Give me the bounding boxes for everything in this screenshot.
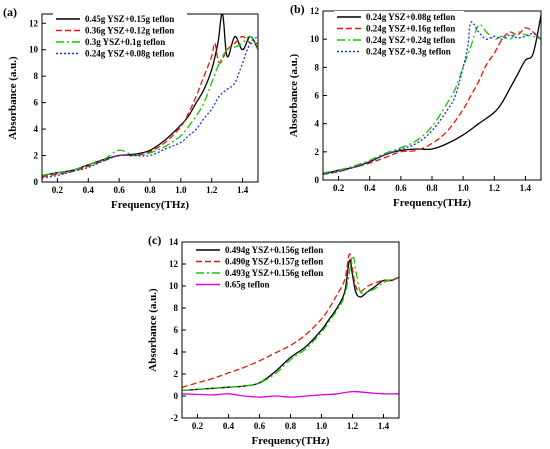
- y-tick-label-2-4: 6: [174, 325, 179, 335]
- y-axis-title-0: Absorbance (a.u.): [7, 56, 19, 140]
- y-tick-label-2-7: 12: [169, 259, 179, 269]
- y-tick-label-1-4: 8: [315, 62, 320, 72]
- series-line-1-3: [323, 21, 541, 176]
- y-tick-label-0-6: 12: [29, 18, 39, 28]
- panel-label-0: (a): [3, 5, 17, 19]
- x-tick-label-0-0: 0.2: [52, 185, 64, 195]
- x-tick-label-2-2: 0.6: [254, 421, 266, 431]
- y-tick-label-1-1: 2: [315, 147, 320, 157]
- y-tick-label-2-0: -2: [171, 413, 179, 423]
- legend-2: 0.494g YSZ+0.156g teflon 0.490g YSZ+0.157…: [193, 244, 336, 295]
- x-axis-title-1: Frequency(THz): [393, 197, 471, 209]
- chart-panel-1: 0.2 0.4 0.6 0.8 1.0 1.2 1.4 0 2 4 6 8 10 12 Frequency(…: [288, 2, 542, 209]
- y-tick-label-2-3: 4: [174, 347, 179, 357]
- chart-panel-0: 0.2 0.4 0.6 0.8 1.0 1.2 1.4 0 2 4 6 8 10 12 Frequency(…: [3, 5, 259, 211]
- x-tick-label-2-0: 0.2: [192, 421, 204, 431]
- legend-1: 0.24g YSZ+0.08g teflon 0.24g YSZ+0.16g te…: [334, 11, 464, 62]
- series-line-0-2: [42, 35, 258, 177]
- y-tick-label-0-2: 4: [34, 124, 39, 134]
- y-tick-label-2-6: 10: [169, 281, 179, 291]
- series-line-0-3: [42, 35, 258, 179]
- y-axis-title-2: Absorbance (a.u.): [147, 288, 159, 372]
- x-tick-label-0-4: 1.0: [175, 185, 187, 195]
- legend-box-2: [193, 244, 336, 295]
- legend-box-1: [334, 11, 464, 62]
- y-tick-label-0-3: 6: [34, 98, 39, 108]
- y-tick-label-1-5: 10: [310, 34, 320, 44]
- legend-0: 0.45g YSZ+0.15g teflon 0.36g YSZ+0.12g te…: [53, 13, 187, 64]
- x-tick-label-1-5: 1.2: [489, 183, 501, 193]
- legend-label-1-2: 0.24g YSZ+0.24g teflon: [366, 35, 455, 45]
- legend-label-0-3: 0.24g YSZ+0.08g teflon: [85, 49, 174, 59]
- x-tick-label-0-2: 0.6: [114, 185, 126, 195]
- x-tick-label-2-4: 1.0: [316, 421, 328, 431]
- x-tick-label-2-5: 1.2: [347, 421, 359, 431]
- y-tick-label-0-5: 10: [29, 45, 39, 55]
- x-tick-label-2-6: 1.4: [378, 421, 390, 431]
- legend-label-2-0: 0.494g YSZ+0.156g teflon: [225, 245, 323, 255]
- legend-label-0-1: 0.36g YSZ+0.12g teflon: [85, 26, 174, 36]
- legend-label-1-3: 0.24g YSZ+0.3g teflon: [366, 47, 451, 57]
- x-tick-label-1-6: 1.4: [520, 183, 532, 193]
- legend-label-0-0: 0.45g YSZ+0.15g teflon: [85, 14, 174, 24]
- series-line-2-1: [182, 253, 399, 388]
- y-tick-label-1-0: 0: [315, 175, 320, 185]
- x-axis-title-2: Frequency(THz): [251, 435, 329, 447]
- x-tick-label-2-1: 0.4: [223, 421, 235, 431]
- y-axis-title-1: Absorbance (a.u.): [288, 53, 300, 137]
- legend-label-0-2: 0.3g YSZ+0.1g teflon: [85, 37, 165, 47]
- y-tick-label-1-2: 4: [315, 119, 320, 129]
- x-tick-label-0-3: 0.8: [144, 185, 156, 195]
- x-tick-label-0-5: 1.2: [206, 185, 218, 195]
- x-axis-title-0: Frequency(THz): [111, 199, 189, 211]
- legend-label-2-2: 0.493g YSZ+0.156g teflon: [225, 268, 323, 278]
- series-line-1-1: [323, 27, 541, 176]
- series-line-2-3: [182, 390, 399, 398]
- x-tick-label-2-3: 0.8: [285, 421, 297, 431]
- y-tick-label-0-0: 0: [34, 177, 39, 187]
- y-tick-label-0-4: 8: [34, 71, 39, 81]
- legend-box-0: [53, 13, 187, 64]
- legend-label-2-1: 0.490g YSZ+0.157g teflon: [225, 257, 323, 267]
- panel-label-2: (c): [148, 233, 161, 247]
- x-tick-label-1-0: 0.2: [333, 183, 345, 193]
- x-tick-label-1-1: 0.4: [364, 183, 376, 193]
- y-tick-label-0-1: 2: [34, 151, 39, 161]
- chart-panel-2: 0.2 0.4 0.6 0.8 1.0 1.2 1.4 -2 0 2 4 6 8 10 12 14 Freque…: [147, 233, 400, 447]
- series-line-0-1: [42, 35, 258, 178]
- y-tick-label-2-2: 2: [174, 369, 179, 379]
- series-line-1-2: [323, 23, 541, 174]
- y-tick-label-2-8: 14: [169, 237, 179, 247]
- panel-label-1: (b): [290, 2, 305, 16]
- series-line-2-2: [182, 256, 399, 392]
- x-tick-label-1-4: 1.0: [458, 183, 470, 193]
- series-line-1-0: [323, 15, 541, 176]
- y-tick-label-2-5: 8: [174, 303, 179, 313]
- x-tick-label-1-2: 0.6: [395, 183, 407, 193]
- x-tick-label-1-3: 0.8: [426, 183, 438, 193]
- x-tick-label-0-1: 0.4: [83, 185, 95, 195]
- x-tick-label-0-6: 1.4: [237, 185, 249, 195]
- y-tick-label-1-6: 12: [310, 6, 320, 16]
- y-tick-label-1-3: 6: [315, 91, 320, 101]
- legend-label-1-1: 0.24g YSZ+0.16g teflon: [366, 24, 455, 34]
- y-tick-label-2-1: 0: [174, 391, 179, 401]
- legend-label-1-0: 0.24g YSZ+0.08g teflon: [366, 12, 455, 22]
- legend-label-2-3: 0.65g teflon: [225, 280, 270, 290]
